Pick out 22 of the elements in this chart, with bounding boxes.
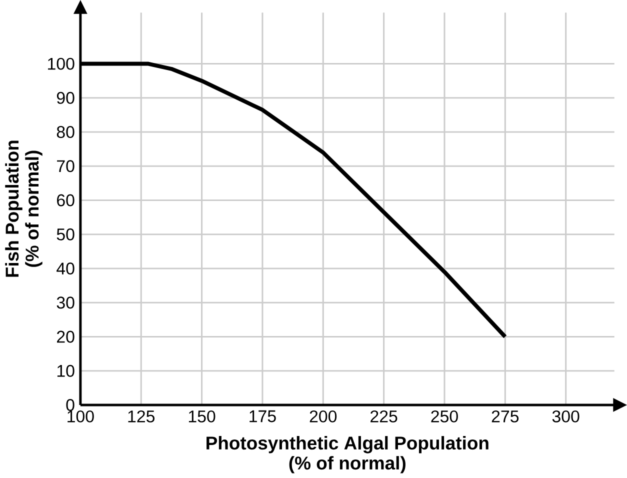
x-tick-label: 150 — [188, 410, 216, 422]
x-tick-label: 200 — [310, 410, 337, 422]
x-tick-label: 100 — [68, 410, 94, 422]
y-tick-label: 100 — [48, 58, 74, 70]
x-axis-title: Photosynthetic Algal Population (% of normal) — [206, 436, 488, 474]
y-tick-label: 30 — [56, 296, 74, 308]
x-tick-label: 175 — [250, 410, 276, 422]
y-tick-label: 20 — [57, 330, 74, 343]
y-tick-label: 90 — [56, 92, 74, 104]
x-tick-label: 225 — [370, 410, 398, 422]
y-axis-title: Fish Population (% of normal) — [5, 140, 42, 277]
x-tick-label: 250 — [431, 410, 458, 422]
y-tick-label: 60 — [57, 194, 74, 206]
y-tick-label: 10 — [57, 364, 74, 377]
y-tick-label: 0 — [66, 398, 74, 411]
x-tick-label: 300 — [552, 410, 580, 422]
y-tick-label: 40 — [56, 262, 74, 274]
x-tick-label: 125 — [128, 410, 154, 422]
y-tick-label: 80 — [56, 126, 74, 138]
y-tick-label: 50 — [56, 228, 74, 240]
y-tick-label: 70 — [57, 160, 74, 172]
x-tick-label: 275 — [492, 410, 519, 422]
